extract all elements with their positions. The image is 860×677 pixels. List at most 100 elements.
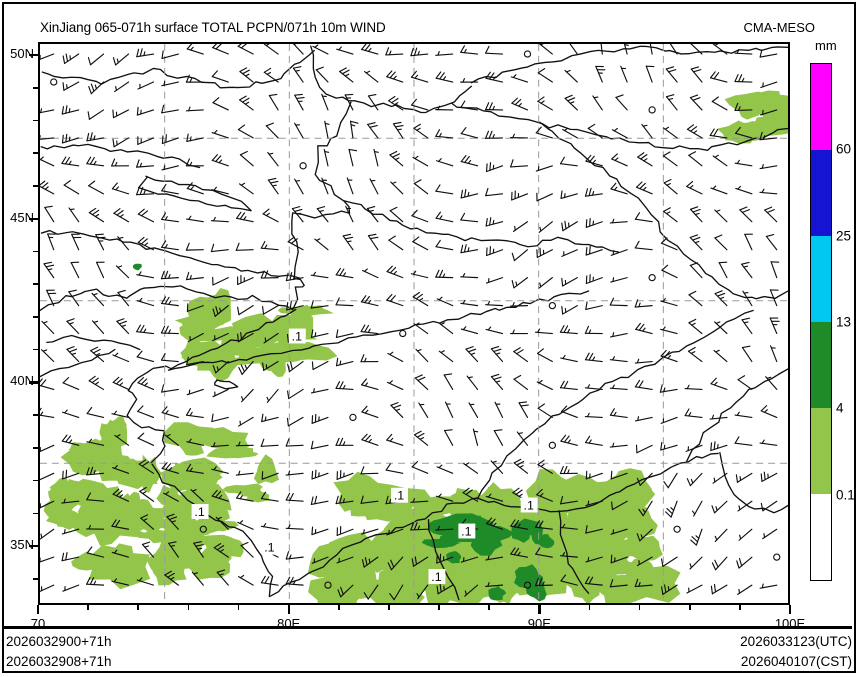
y-axis-minor-tick (33, 250, 38, 253)
wind-barb (112, 109, 130, 119)
wind-barb (737, 500, 753, 512)
wind-barb (736, 556, 753, 569)
wind-barb (615, 94, 628, 111)
wind-barb (311, 526, 329, 536)
wind-barb (185, 408, 204, 418)
wind-barb (137, 136, 155, 145)
colorbar-band-white-below-0.1[interactable] (811, 494, 831, 580)
colorbar-band-dark-green-4-13[interactable] (811, 322, 831, 408)
wind-barb (559, 465, 578, 475)
wind-barb (361, 44, 379, 55)
wind-barb (360, 466, 379, 475)
precip-blob-light-west-edge (43, 495, 70, 519)
wind-barb (538, 44, 553, 55)
wind-barb (436, 553, 454, 564)
colorbar-band-magenta-above-60[interactable] (811, 64, 831, 150)
colorbar[interactable] (810, 63, 832, 581)
wind-barb (88, 375, 105, 390)
wind-barb (385, 47, 404, 56)
wind-barb (637, 152, 653, 167)
wind-barb (348, 148, 358, 167)
wind-barb (410, 98, 429, 111)
wind-barb (711, 500, 728, 514)
wind-barb (361, 405, 379, 418)
wind-barb (413, 322, 429, 335)
wind-barb (291, 206, 304, 223)
wind-barb (262, 360, 279, 371)
wind-barb (260, 438, 279, 447)
wind-barb (609, 442, 628, 448)
wind-barb (490, 373, 504, 390)
contour-label-bg (391, 487, 408, 503)
wind-barb (765, 233, 778, 251)
wind-barb (86, 466, 105, 476)
wind-barb (339, 67, 354, 83)
wind-barb (41, 349, 55, 363)
wind-barb (414, 374, 429, 390)
colorbar-band-light-green-0.1-4[interactable] (811, 408, 831, 494)
wind-barb (690, 528, 703, 546)
colorbar-band-blue-25-60[interactable] (811, 150, 831, 236)
wind-barb (714, 528, 728, 543)
page-title: XinJiang 065-071h surface TOTAL PCPN/071… (40, 20, 386, 35)
wind-barb (136, 186, 155, 196)
wind-barb (292, 66, 304, 83)
precip-blob-light-tianshan (180, 340, 222, 366)
wind-barb (361, 556, 379, 568)
colorbar-band-cyan-13-25[interactable] (811, 236, 831, 322)
wind-barb (645, 65, 655, 83)
wind-barb (436, 158, 454, 167)
contour-label-6: .1 (264, 541, 274, 555)
precip-blob-light-south-core (580, 541, 606, 565)
wind-barb (238, 360, 254, 375)
wind-barb (367, 122, 379, 139)
wind-barb (689, 206, 703, 223)
x-axis-minor-tick (388, 605, 390, 610)
wind-barb (587, 123, 603, 139)
colorbar-unit-label: mm (815, 38, 837, 53)
wind-barb (460, 272, 479, 279)
wind-barb (510, 301, 529, 307)
wind-barb (513, 374, 529, 390)
wind-barb (40, 472, 55, 481)
y-axis-minor-tick (33, 414, 38, 416)
wind-barb (665, 500, 678, 518)
wind-barb (741, 345, 753, 363)
border-uzbek-kyrgyz (46, 334, 141, 351)
wind-barb (513, 458, 529, 474)
wind-barb (534, 328, 553, 335)
wind-barb (136, 48, 155, 58)
wind-barb (585, 274, 603, 285)
wind-barb (210, 243, 229, 253)
wind-barb (112, 488, 130, 502)
map-plot-area[interactable]: .1 .1 .1 .1 .1 .1 .1 (38, 42, 790, 605)
wind-barb (710, 185, 728, 195)
wind-barb (211, 154, 229, 167)
wind-barb (559, 523, 578, 530)
wind-barb (62, 53, 80, 65)
y-axis-minor-tick (33, 512, 38, 515)
wind-barb (511, 277, 529, 289)
wind-barb (321, 177, 329, 195)
wind-barb (584, 384, 603, 390)
wind-barb (759, 164, 778, 170)
wind-barb (486, 517, 504, 530)
wind-barb (292, 44, 304, 55)
wind-barb (137, 208, 155, 223)
wind-barb (260, 491, 279, 502)
wind-barb (41, 320, 55, 335)
wind-barb (62, 409, 80, 418)
wind-barb (436, 583, 454, 595)
wind-barb (263, 332, 279, 344)
wind-barb (762, 528, 778, 540)
wind-barb (609, 332, 628, 338)
x-axis-minor-tick (237, 605, 240, 610)
wind-barb (86, 156, 105, 167)
border-china-mongolia-south (539, 121, 788, 300)
wind-barb (770, 345, 778, 363)
wind-barb (141, 541, 155, 558)
wind-barb (211, 70, 229, 83)
precip-blob-dark-small (439, 533, 458, 547)
wind-barb (485, 71, 504, 83)
contour-label-bg (288, 328, 306, 344)
